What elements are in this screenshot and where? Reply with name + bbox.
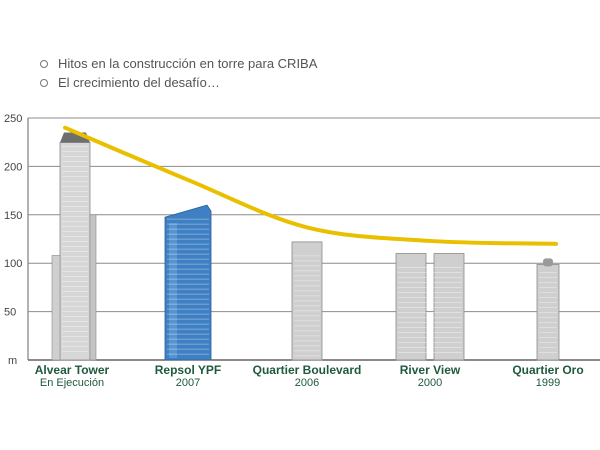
chart-towers	[51, 132, 560, 361]
tower-bar	[164, 204, 212, 361]
y-tick-label: 250	[4, 113, 22, 125]
bullet-text: Hitos en la construcción en torre para C…	[58, 56, 318, 71]
y-axis-unit-label: m	[8, 355, 17, 367]
category-label: River View	[400, 363, 461, 377]
tower-bar	[536, 258, 560, 361]
tower-wing	[51, 255, 61, 361]
category-sublabel: 2006	[295, 377, 319, 389]
tower-wing	[89, 214, 97, 361]
y-tick-label: 100	[4, 258, 22, 270]
category-sublabel: 2000	[418, 377, 442, 389]
category-label: Quartier Oro	[512, 363, 583, 377]
category-sublabel: 2007	[176, 377, 200, 389]
category-label: Repsol YPF	[155, 363, 221, 377]
y-tick-label: 50	[4, 307, 16, 319]
bar	[59, 142, 91, 361]
category-sublabel: En Ejecución	[40, 377, 104, 389]
tower-bar	[291, 241, 323, 361]
bullet-text: El crecimiento del desafío…	[58, 75, 220, 90]
y-tick-label: 150	[4, 210, 22, 222]
chart-trend	[63, 125, 558, 246]
category-sublabel: 1999	[536, 377, 560, 389]
bullet-list: Hitos en la construcción en torre para C…	[40, 54, 317, 92]
bar	[433, 253, 465, 361]
category-label: Alvear Tower	[35, 363, 110, 377]
bullet-item: El crecimiento del desafío…	[40, 73, 317, 92]
trend-line	[63, 125, 558, 246]
tower-bar	[51, 132, 97, 361]
y-tick-label: 200	[4, 161, 22, 173]
bar	[395, 253, 427, 361]
bullet-marker-icon	[40, 59, 48, 68]
tower-crown	[543, 258, 553, 267]
glass-reflection	[169, 223, 177, 358]
bullet-marker-icon	[40, 78, 48, 87]
category-label: Quartier Boulevard	[253, 363, 362, 377]
bullet-item: Hitos en la construcción en torre para C…	[40, 54, 317, 73]
bar	[291, 241, 323, 361]
tower-bar	[395, 253, 465, 361]
